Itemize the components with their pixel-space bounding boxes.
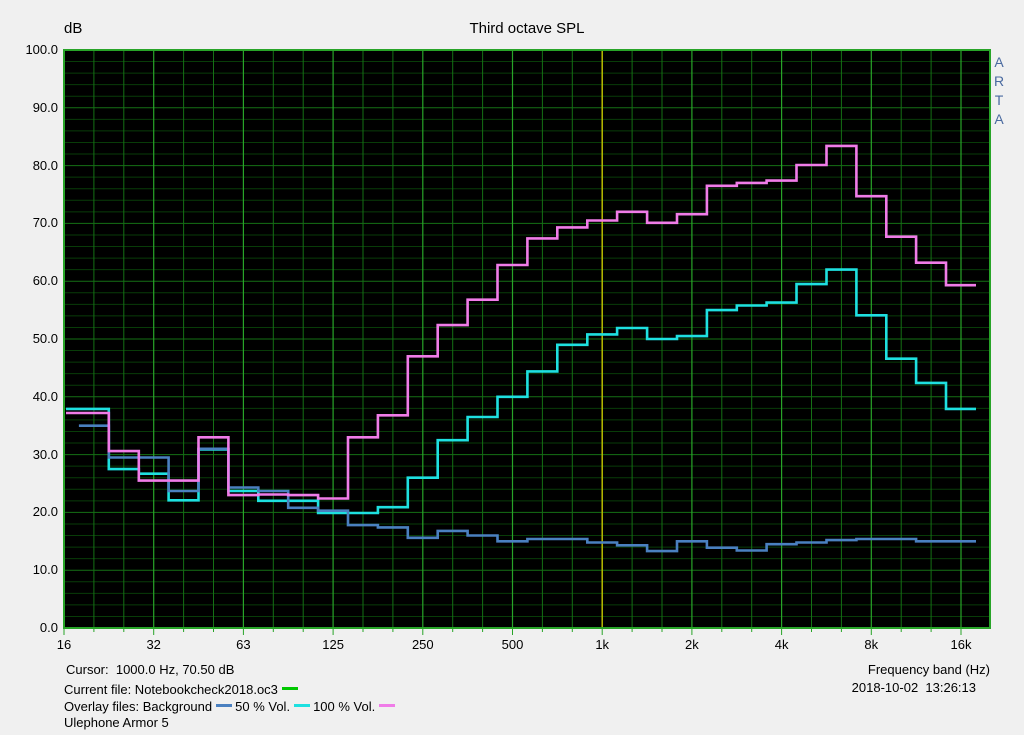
vol100-marker [379, 704, 396, 708]
y-tick-label: 60.0 [32, 273, 58, 289]
spl-chart-plot[interactable] [63, 49, 994, 642]
y-tick-label: 80.0 [32, 157, 58, 173]
x-tick-label: 8k [864, 637, 879, 652]
device-name: Ulephone Armor 5 [64, 715, 169, 730]
chart-title: Third octave SPL [469, 20, 585, 37]
overlay-background-label: Overlay files: Background [64, 699, 213, 715]
x-tick-label: 16 [56, 637, 72, 652]
x-tick-label: 125 [322, 637, 344, 652]
x-tick-label: 16k [950, 637, 972, 652]
brand-letter: R [993, 73, 1005, 89]
current-file-marker [281, 687, 298, 691]
y-tick-label: 100.0 [25, 42, 58, 57]
current-file-label: Current file: Notebookcheck2018.oc3 [64, 682, 278, 698]
x-tick-label: 1k [595, 637, 610, 652]
y-tick-label: 10.0 [32, 562, 58, 578]
background-marker [216, 704, 233, 708]
plot-border [63, 49, 991, 629]
y-tick-label: 90.0 [32, 99, 58, 115]
brand-letter: T [994, 92, 1004, 108]
overlay-50-label: 50 % Vol. [235, 699, 291, 715]
current-file-legend: Current file: Notebookcheck2018.oc3 [64, 681, 301, 697]
y-tick-label: 30.0 [32, 446, 58, 462]
y-tick-label: 50.0 [32, 331, 58, 346]
y-tick-label: 0.0 [39, 620, 58, 635]
x-tick-label: 32 [146, 637, 161, 652]
x-tick-label: 2k [685, 637, 699, 652]
measurement-datetime: 2018-10-02 13:26:13 [851, 680, 976, 695]
x-axis-title: Frequency band (Hz) [867, 662, 990, 677]
overlay-files-legend: Overlay files: Background 50 % Vol. 100 % … [64, 698, 398, 714]
x-tick-label: 250 [411, 637, 434, 652]
cursor-readout: Cursor: 1000.0 Hz, 70.50 dB [66, 662, 235, 677]
brand-letter: A [994, 111, 1004, 127]
vol50-marker [294, 704, 311, 708]
y-tick-label: 70.0 [32, 215, 58, 231]
plot-area-wrapper [63, 49, 994, 642]
trace-background [78, 424, 976, 553]
y-tick-label: 20.0 [32, 504, 58, 520]
x-tick-label: 500 [501, 637, 524, 652]
x-tick-label: 4k [774, 637, 789, 652]
trace-100-vol- [66, 144, 976, 500]
x-tick-label: 63 [236, 637, 251, 652]
brand-letter: A [994, 54, 1004, 70]
y-tick-label: 40.0 [32, 388, 58, 404]
y-axis-unit: dB [64, 20, 83, 37]
overlay-100-label: 100 % Vol. [313, 699, 376, 715]
